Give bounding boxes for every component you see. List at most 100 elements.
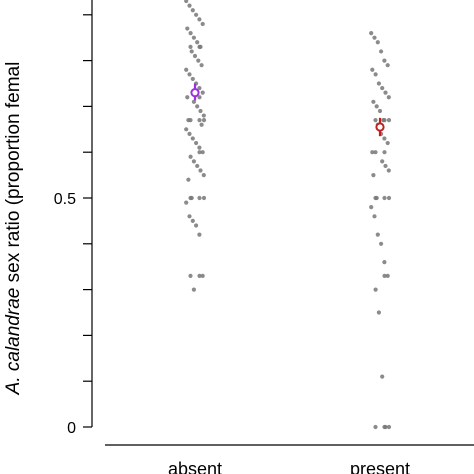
data-point <box>372 214 377 219</box>
data-point <box>191 287 196 292</box>
axes: 00.5 <box>54 0 474 446</box>
data-point <box>386 168 391 173</box>
data-point <box>187 72 192 77</box>
data-point <box>186 177 191 182</box>
data-point <box>377 108 383 114</box>
y-axis-label-species: A. calandrae <box>3 287 24 395</box>
data-point <box>382 260 387 265</box>
data-point <box>189 49 194 54</box>
data-point <box>190 218 195 223</box>
data-point <box>196 58 201 63</box>
data-point <box>188 273 193 278</box>
data-point <box>187 3 192 8</box>
data-point <box>199 122 204 127</box>
data-point <box>198 108 203 114</box>
data-point <box>197 232 202 237</box>
data-point <box>194 12 199 17</box>
data-point <box>386 424 392 430</box>
data-point <box>188 154 193 159</box>
data-point <box>383 90 388 95</box>
mean-marker <box>375 122 385 132</box>
data-point <box>199 63 204 68</box>
y-tick-label: 0.5 <box>54 191 76 208</box>
data-point <box>371 99 376 104</box>
data-point <box>382 58 387 63</box>
data-point <box>201 173 206 178</box>
data-point <box>197 195 202 201</box>
data-point <box>184 67 189 72</box>
data-point <box>375 40 380 45</box>
data-point <box>372 35 377 40</box>
data-point <box>369 31 374 36</box>
y-axis-label-text: sex ratio (proportion femal <box>3 61 24 288</box>
x-tick-label: absent <box>168 459 222 474</box>
data-point <box>374 104 379 109</box>
data-point <box>191 159 196 164</box>
data-point <box>185 26 190 31</box>
data-point <box>200 90 205 95</box>
data-point <box>197 95 202 100</box>
data-point <box>201 113 206 118</box>
data-point <box>194 223 199 228</box>
data-point <box>184 0 189 4</box>
data-point <box>192 53 198 59</box>
data-point <box>382 136 387 141</box>
data-point <box>185 95 190 100</box>
data-point <box>197 118 202 123</box>
data-point <box>197 273 202 278</box>
data-point <box>184 127 189 132</box>
data-point <box>200 21 205 27</box>
data-point <box>385 140 390 146</box>
data-point <box>197 44 202 49</box>
data-point <box>373 150 378 155</box>
data-point <box>376 310 381 315</box>
data-point <box>373 195 378 201</box>
data-point <box>385 63 390 68</box>
data-points <box>184 0 392 430</box>
mean-marker <box>190 88 200 98</box>
data-point <box>376 81 381 86</box>
data-point <box>382 195 387 201</box>
data-point <box>197 150 202 155</box>
data-point <box>187 214 192 219</box>
data-point <box>200 273 205 278</box>
y-tick-label: 0 <box>67 420 76 437</box>
x-tick-labels: absent present <box>168 459 410 474</box>
mean-markers <box>190 83 385 137</box>
data-point <box>188 44 193 49</box>
data-point <box>201 118 207 123</box>
data-point <box>190 136 195 141</box>
data-point <box>201 195 207 201</box>
data-point <box>373 287 378 292</box>
data-point <box>382 118 387 123</box>
data-point <box>195 104 200 109</box>
data-point <box>184 200 189 205</box>
data-point <box>386 118 392 123</box>
data-point <box>369 205 374 210</box>
data-point <box>386 195 392 201</box>
data-point <box>370 150 375 155</box>
data-point <box>190 76 195 82</box>
data-point <box>386 95 391 100</box>
data-point <box>195 163 200 169</box>
data-point <box>380 159 385 164</box>
data-point <box>379 49 384 54</box>
data-point <box>197 17 202 22</box>
data-point <box>191 99 196 104</box>
data-point <box>373 72 378 77</box>
data-point <box>371 173 376 178</box>
data-point <box>188 118 193 123</box>
data-point <box>382 424 387 430</box>
data-point <box>382 273 387 278</box>
x-tick-label: present <box>350 459 410 474</box>
data-point <box>188 195 193 201</box>
data-point <box>375 232 380 237</box>
data-point <box>382 150 387 155</box>
data-point <box>187 131 192 136</box>
data-point <box>194 140 199 146</box>
data-point <box>383 163 388 169</box>
data-point <box>373 424 378 430</box>
data-point <box>373 118 378 123</box>
data-point <box>197 85 202 91</box>
